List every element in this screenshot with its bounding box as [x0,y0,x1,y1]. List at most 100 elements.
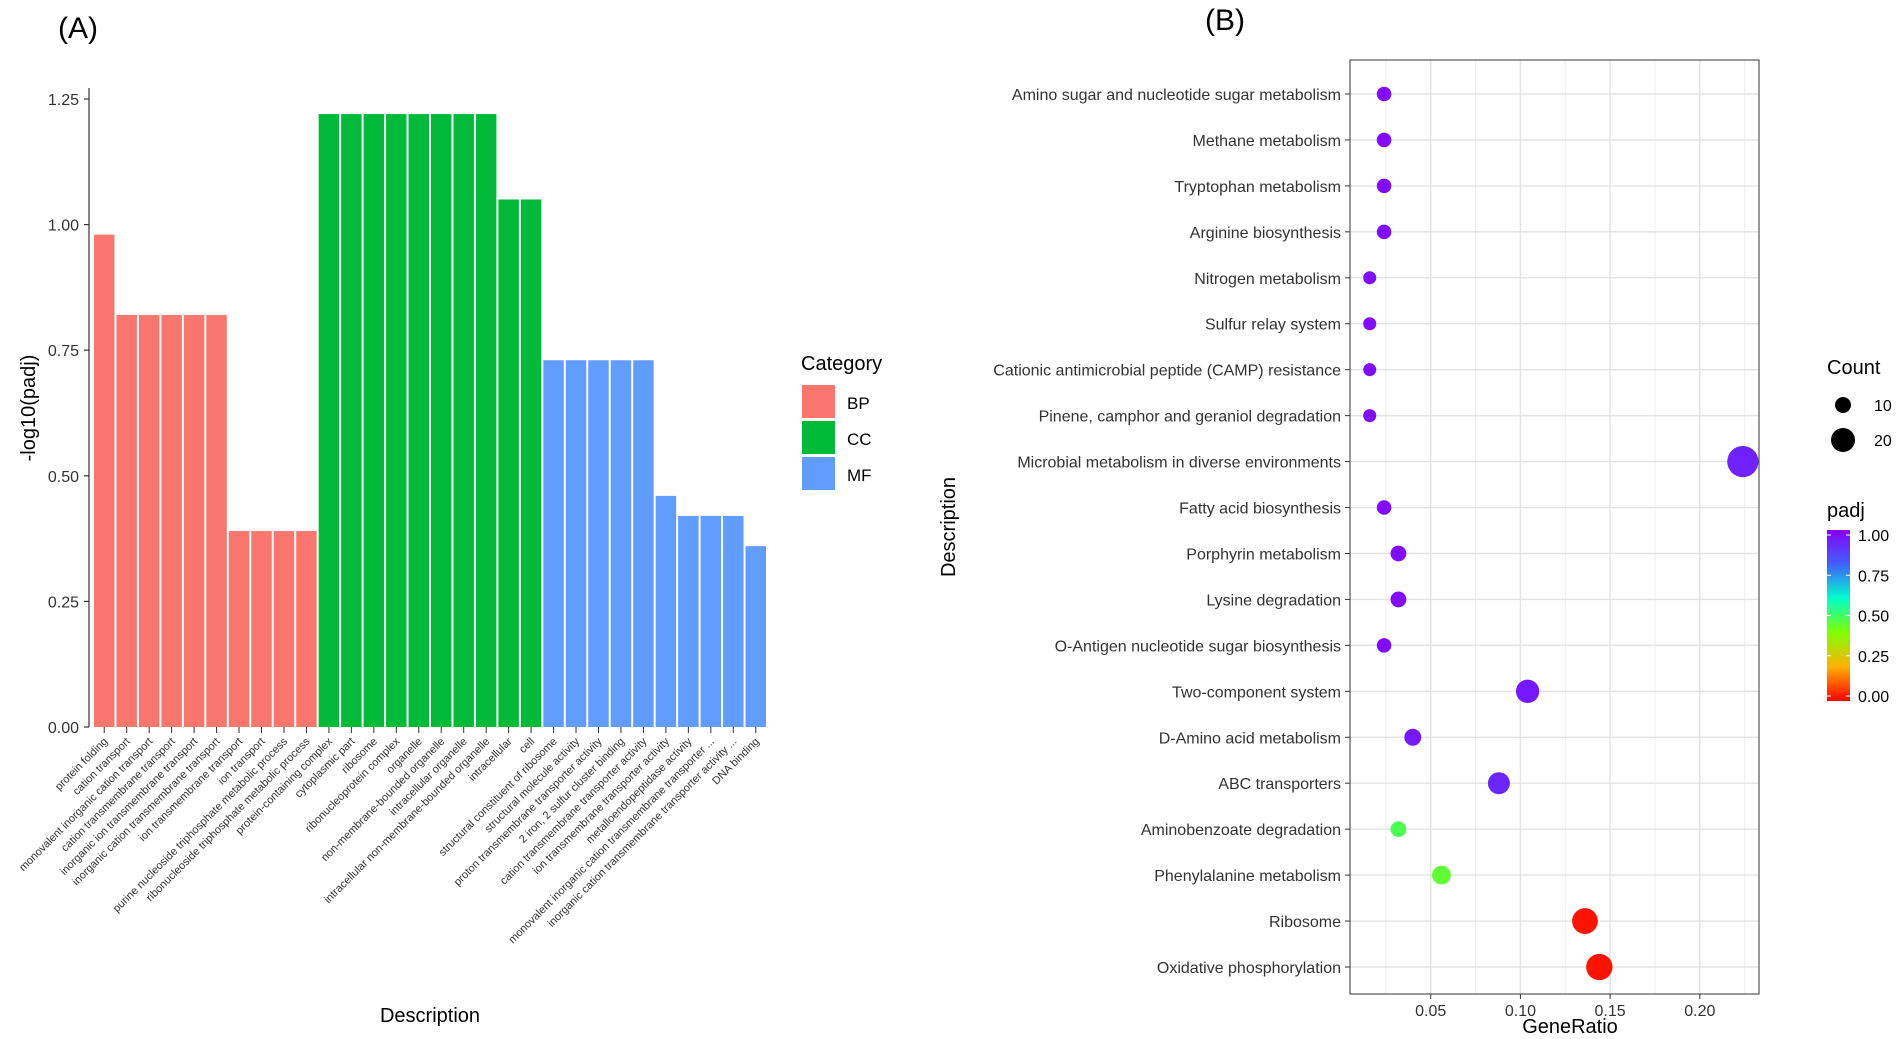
y-tick-label: Pinene, camphor and geraniol degradation [1039,409,1341,426]
bar-ribonucleoside-triphosphate-metabolic-process [296,531,317,727]
bar-2-iron-2-sulfur-cluster-binding [610,360,632,727]
colorbar-tick-label: 0.50 [1858,609,1889,626]
y-tick-label: Lysine degradation [1206,592,1341,609]
bar-intracellular-non-membrane-bounded-organelle [475,114,497,727]
legend-swatch-mf [802,457,835,490]
y-tick-label: 0.75 [48,343,79,360]
bar-ion-transmembrane-transport [228,531,250,727]
panel-a-x-axis-title: Description [380,1005,480,1027]
padj-legend-ticks: 0.00 0.25 0.50 0.75 1.00 [1827,528,1889,706]
y-tick-label: Nitrogen metabolism [1194,271,1341,288]
legend-swatch-cc [802,421,835,454]
bar-cell [520,199,542,728]
bar-organelle [408,114,429,727]
panel-a-bars [94,114,766,728]
point-porphyrin-metabolism [1390,545,1407,562]
bar-monovalent-inorganic-cation-transmembrane-transporter [700,515,722,727]
panel-a-y-axis-title: -log10(padj) [18,355,40,462]
panel-b-x-axis-title: GeneRatio [1522,1016,1618,1038]
legend-swatch-bp [802,385,835,418]
point-abc-transporters [1487,772,1510,795]
y-tick-label: D-Amino acid metabolism [1159,730,1341,747]
point-fatty-acid-biosynthesis [1376,500,1392,515]
bar-monovalent-inorganic-cation-transport [138,315,160,727]
padj-colorbar [1827,530,1850,701]
point-sulfur-relay-system [1363,317,1377,331]
panel-a-y-ticks: 0.00 0.25 0.50 0.75 1.00 1.25 [48,92,89,737]
point-phenylalanine-metabolism [1432,865,1451,885]
y-tick-label: Two-component system [1172,684,1341,701]
y-tick-label: Microbial metabolism in diverse environm… [1017,455,1341,472]
bar-ion-transmembrane-transporter-activity [655,495,677,727]
point-tryptophan-metabolism [1376,178,1392,194]
y-tick-label: Cationic antimicrobial peptide (CAMP) re… [993,363,1341,380]
colorbar-tick-label: 1.00 [1858,528,1889,545]
bar-ribonucleoprotein-complex [386,114,407,727]
panel-a-legend: Category BP CC MF [801,353,882,490]
bar-cytoplasmic-part [341,114,362,727]
y-tick-label: Ribosome [1269,914,1341,931]
point-oxidative-phosphorylation [1586,953,1613,981]
bar-intracellular-organelle [453,114,474,727]
bar-structural-molecule-activity [565,360,587,727]
y-tick-label: Arginine biosynthesis [1190,225,1341,242]
count-legend-dot-10 [1835,397,1851,413]
x-tick-label: 0.10 [1505,1003,1536,1020]
point-nitrogen-metabolism [1363,271,1377,285]
count-legend-dot-20 [1831,428,1855,452]
y-tick-label: Sulfur relay system [1205,317,1341,334]
count-legend-title: Count [1827,357,1881,379]
bar-intracellular [498,199,519,728]
y-tick-label: O-Antigen nucleotide sugar biosynthesis [1055,638,1341,655]
bar-purine-nucleoside-triphosphate-metabolic-process [273,531,295,727]
count-legend-label-20: 20 [1874,433,1892,450]
bar-proton-transmembrane-transporter-activity [588,360,609,727]
point-cationic-antimicrobial-peptide-camp-resistance [1363,363,1377,377]
y-tick-label: 0.00 [48,720,79,737]
point-arginine-biosynthesis [1376,224,1392,240]
colorbar-tick-label: 0.75 [1858,568,1889,585]
x-tick-label: 0.15 [1595,1003,1626,1020]
bar-dna-binding [745,546,766,727]
bar-cation-transmembrane-transporter-activity [633,360,654,727]
point-methane-metabolism [1376,132,1392,148]
y-tick-label: Phenylalanine metabolism [1154,868,1341,885]
y-tick-label: 1.00 [48,218,79,235]
y-tick-label: Methane metabolism [1192,133,1341,150]
bar-structural-constituent-of-ribosome [543,360,564,727]
point-pinene-camphor-and-geraniol-degradation [1363,409,1377,423]
panel-b-y-axis-title: Description [938,477,960,577]
legend-label-mf: MF [847,466,872,485]
y-tick-label: 0.50 [48,469,79,486]
panel-a-label: (A) [58,12,98,45]
panel-b: (B) Amino sugar and nucleotide sugar met… [938,4,1892,1038]
bar-non-membrane-bounded-organelle [431,114,452,727]
colorbar-tick-label: 0.25 [1858,649,1889,666]
legend-label-cc: CC [847,430,872,449]
panel-b-points [1363,86,1759,981]
point-microbial-metabolism-in-diverse-environments [1727,445,1759,478]
bar-cation-transport [116,315,137,727]
panel-b-y-ticks: Amino sugar and nucleotide sugar metabol… [993,87,1350,977]
y-tick-label: Amino sugar and nucleotide sugar metabol… [1012,87,1341,104]
x-tick-label: 0.20 [1684,1003,1715,1020]
panel-b-plot-area [1349,59,1760,995]
point-lysine-degradation [1390,591,1407,608]
y-tick-label: Aminobenzoate degradation [1141,822,1341,839]
count-legend: Count 10 20 [1827,357,1892,452]
y-tick-label: Tryptophan metabolism [1174,179,1341,196]
panel-b-label: (B) [1205,4,1245,37]
bar-cation-transmembrane-transport [161,315,182,727]
padj-legend-title: padj [1827,500,1865,522]
panel-b-frame [1349,59,1760,995]
bar-ion-transport [251,531,272,727]
point-o-antigen-nucleotide-sugar-biosynthesis [1376,638,1392,653]
y-tick-label: Porphyrin metabolism [1186,546,1341,563]
y-tick-label: 0.25 [48,594,79,611]
legend-title: Category [801,353,882,375]
bar-inorganic-cation-transmembrane-transporter-activity [723,515,744,727]
bar-protein-containing-complex [318,114,340,727]
x-tick-label: 0.05 [1415,1003,1446,1020]
colorbar-tick-label: 0.00 [1858,689,1889,706]
